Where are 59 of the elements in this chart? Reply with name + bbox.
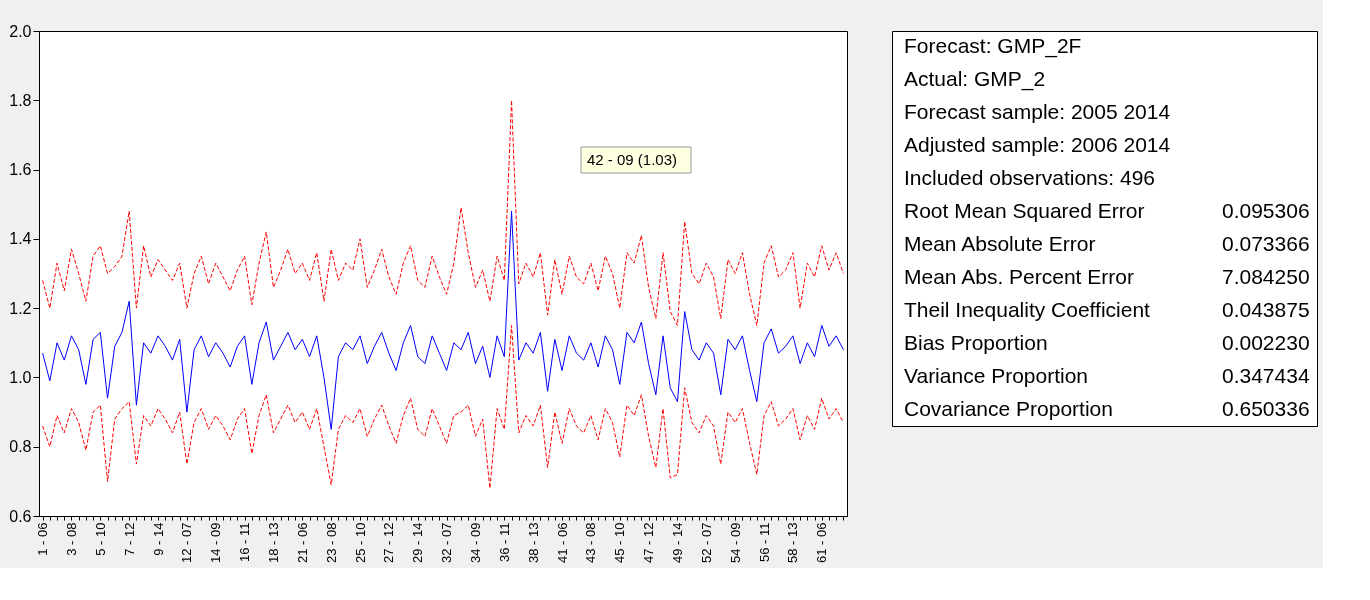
x-tick-label: 5 - 10 — [92, 522, 108, 556]
text: Included observations: 496 — [904, 166, 1156, 190]
x-tick-label: 1 - 06 — [35, 522, 51, 556]
x-tick-label: 36 - 11 — [496, 522, 512, 563]
x-tick-label: 58 - 13 — [785, 522, 801, 563]
text: 0.095306 — [1222, 199, 1310, 223]
text: Adjusted sample: 2006 2014 — [904, 133, 1171, 157]
x-tick-label: 16 - 11 — [237, 522, 253, 563]
y-tick-label: 2.0 — [9, 22, 32, 40]
category-label: Theil Inequality Coefficient — [904, 297, 1151, 321]
x-tick-label: 21 - 06 — [294, 522, 310, 563]
x-tick-label: 32 - 07 — [439, 522, 455, 563]
y-tick-label: 1.2 — [9, 299, 32, 317]
x-tick-label: 56 - 11 — [756, 522, 772, 563]
text: 0.002230 — [1222, 330, 1310, 354]
text: 0.043875 — [1222, 297, 1310, 321]
text: 0.650336 — [1222, 396, 1310, 420]
category-label: Mean Absolute Error — [904, 231, 1096, 255]
text: 0.073366 — [1222, 231, 1310, 255]
line-series — [42, 99, 844, 326]
x-tick-label: 14 - 09 — [208, 522, 224, 563]
x-tick-label: 45 - 10 — [612, 522, 628, 563]
x-tick-label: 9 - 14 — [150, 522, 166, 556]
x-tick-label: 23 - 08 — [323, 522, 339, 563]
x-tick-label: 61 - 06 — [814, 522, 830, 563]
y-tick-label: 1.8 — [9, 91, 32, 109]
y-tick-label: 1.0 — [9, 368, 32, 386]
y-tick-label: 0.8 — [9, 438, 32, 456]
text: 7.084250 — [1222, 264, 1310, 288]
x-tick-label: 29 - 14 — [410, 522, 426, 563]
category-label: Variance Proportion — [904, 363, 1089, 387]
x-tick-label: 18 - 13 — [265, 522, 281, 563]
x-tick-label: 3 - 08 — [63, 522, 79, 556]
x-tick-label: 38 - 13 — [525, 522, 541, 563]
text: Actual: GMP_2 — [904, 67, 1046, 92]
text: Forecast sample: 2005 2014 — [904, 100, 1171, 124]
y-tick-label: 0.6 — [9, 507, 32, 525]
x-tick-label: 41 - 06 — [554, 522, 570, 563]
x-tick-label: 43 - 08 — [583, 522, 599, 563]
x-tick-label: 12 - 07 — [179, 522, 195, 563]
line-series — [42, 324, 844, 489]
text: Forecast: GMP_2F — [904, 34, 1082, 59]
annotation: 42 - 09 (1.03) — [587, 151, 678, 168]
line-series — [42, 210, 844, 430]
category-label: Bias Proportion — [904, 330, 1048, 354]
x-tick-label: 7 - 12 — [121, 522, 137, 556]
category-label: Mean Abs. Percent Error — [904, 264, 1134, 288]
category-label: Covariance Proportion — [904, 396, 1113, 420]
text: 0.347434 — [1222, 363, 1310, 387]
x-tick-label: 49 - 14 — [669, 522, 685, 563]
category-label: Root Mean Squared Error — [904, 199, 1145, 223]
x-tick-label: 47 - 12 — [641, 522, 657, 563]
x-tick-label: 54 - 09 — [727, 522, 743, 563]
x-tick-label: 25 - 10 — [352, 522, 368, 563]
y-tick-label: 1.6 — [9, 161, 32, 179]
x-tick-label: 52 - 07 — [698, 522, 714, 563]
x-tick-label: 27 - 12 — [381, 522, 397, 563]
y-tick-label: 1.4 — [9, 230, 32, 248]
x-tick-label: 34 - 09 — [467, 522, 483, 563]
